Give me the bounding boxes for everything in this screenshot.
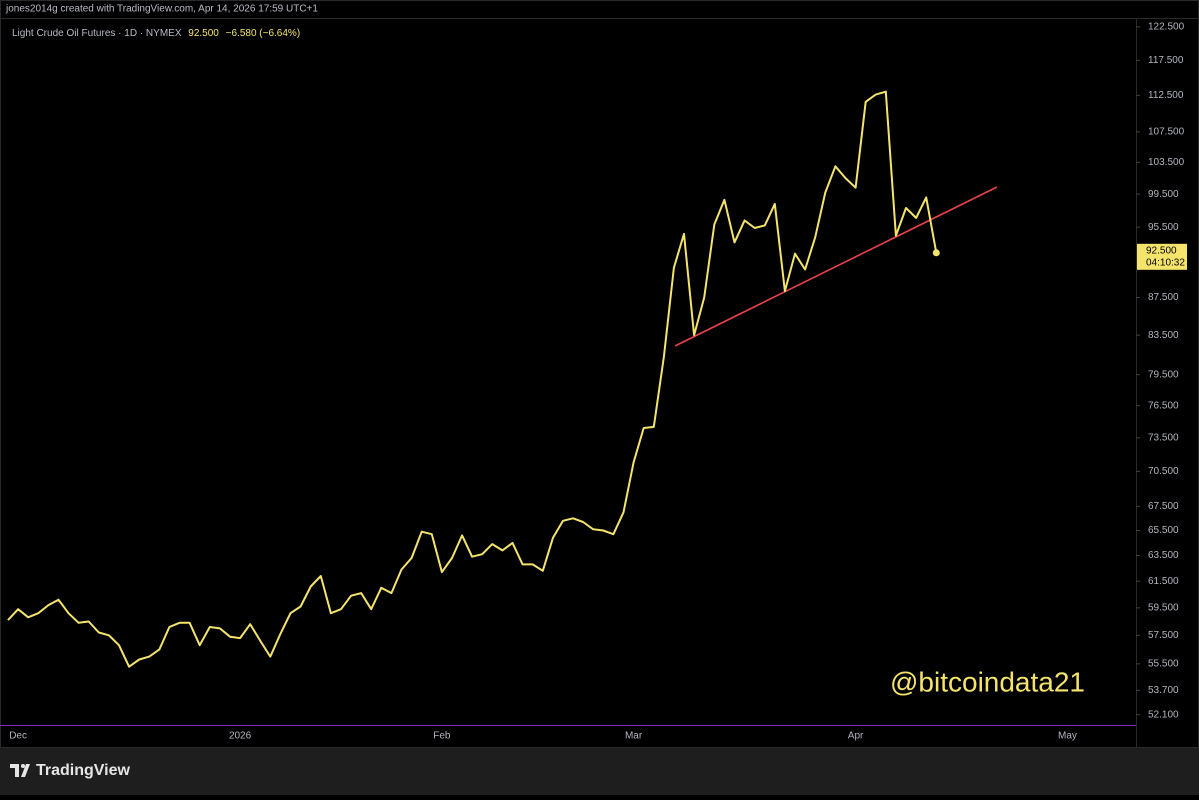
y-tick-label: 83.500 (1148, 330, 1179, 341)
y-tick-label: 112.500 (1148, 90, 1184, 101)
x-tick-label: Apr (848, 731, 864, 742)
caption: jones2014g created with TradingView.com,… (5, 4, 318, 15)
x-tick-label: Mar (625, 731, 643, 742)
y-tick-label: 79.500 (1148, 369, 1179, 380)
price-tag-label: 92.500 (1146, 245, 1177, 256)
y-tick-label: 55.500 (1148, 658, 1179, 669)
x-tick-label: 2026 (229, 731, 252, 742)
y-tick-label: 99.500 (1148, 189, 1179, 200)
price-tag (1137, 243, 1187, 270)
last-point (932, 249, 940, 257)
footer-band (0, 748, 1199, 795)
trend-line (674, 186, 998, 347)
y-tick-label: 95.500 (1148, 222, 1179, 233)
price-line (7, 90, 938, 668)
y-tick-label: 73.500 (1148, 432, 1179, 443)
x-tick-label: Feb (433, 731, 451, 742)
y-tick-label: 65.500 (1148, 525, 1179, 536)
y-tick-label: 67.500 (1148, 501, 1179, 512)
watermark: @bitcoindata21 (890, 666, 1085, 697)
y-tick-label: 70.500 (1148, 466, 1179, 477)
branding: TradingView (36, 762, 131, 779)
y-tick-label: 57.500 (1148, 630, 1179, 641)
x-tick-label: Dec (9, 731, 27, 742)
y-tick-label: 87.500 (1148, 292, 1179, 303)
y-tick-label: 59.500 (1148, 602, 1179, 613)
y-tick-label: 61.500 (1148, 576, 1179, 587)
y-tick-label: 117.500 (1148, 55, 1184, 66)
y-tick-label: 122.500 (1148, 21, 1185, 32)
y-tick-label: 103.500 (1148, 157, 1185, 168)
y-tick-label: 52.100 (1148, 709, 1179, 720)
y-tick-label: 53.700 (1148, 685, 1179, 696)
logo-dot (21, 764, 25, 768)
legend-change: −6.580 (−6.64%) (226, 28, 301, 39)
y-tick-label: 63.500 (1148, 550, 1179, 561)
legend-symbol: Light Crude Oil Futures · 1D · NYMEX (12, 28, 182, 39)
y-tick-label: 107.500 (1148, 127, 1185, 138)
y-tick-label: 76.500 (1148, 400, 1179, 411)
countdown: 04:10:32 (1146, 257, 1185, 268)
logo (10, 764, 30, 777)
x-tick-label: May (1058, 731, 1077, 742)
logo-mark (10, 764, 30, 777)
legend: Light Crude Oil Futures · 1D · NYMEX 92.… (12, 28, 300, 39)
legend-price: 92.500 (188, 28, 219, 39)
